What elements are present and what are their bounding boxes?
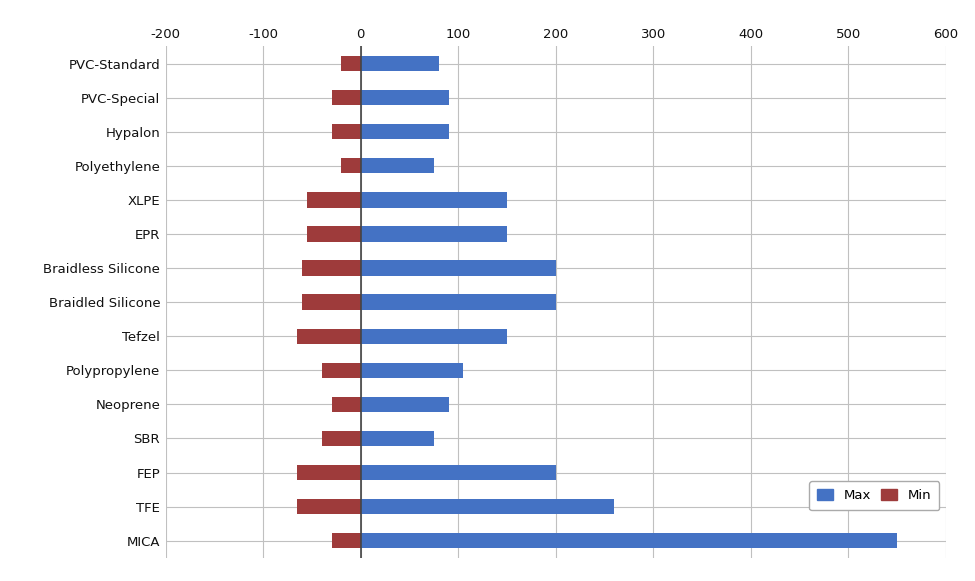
Bar — [297, 465, 361, 480]
Bar — [361, 431, 434, 446]
Bar — [307, 192, 361, 207]
Bar — [322, 363, 361, 378]
Bar — [361, 465, 556, 480]
Bar — [297, 499, 361, 514]
Bar — [361, 56, 439, 71]
Bar — [322, 431, 361, 446]
Bar — [361, 397, 448, 412]
Bar — [297, 328, 361, 344]
Bar — [302, 295, 361, 310]
Bar — [361, 158, 434, 174]
Bar — [307, 226, 361, 242]
Bar — [332, 90, 361, 105]
Legend: Max, Min: Max, Min — [809, 482, 939, 510]
Bar — [361, 533, 897, 548]
Bar — [361, 363, 463, 378]
Bar — [341, 56, 361, 71]
Bar — [361, 192, 507, 207]
Bar — [332, 397, 361, 412]
Bar — [361, 124, 448, 139]
Bar — [361, 499, 614, 514]
Bar — [361, 226, 507, 242]
Bar — [341, 158, 361, 174]
Bar — [361, 90, 448, 105]
Bar — [361, 260, 556, 276]
Bar — [361, 328, 507, 344]
Bar — [302, 260, 361, 276]
Bar — [332, 533, 361, 548]
Bar — [361, 295, 556, 310]
Bar — [332, 124, 361, 139]
